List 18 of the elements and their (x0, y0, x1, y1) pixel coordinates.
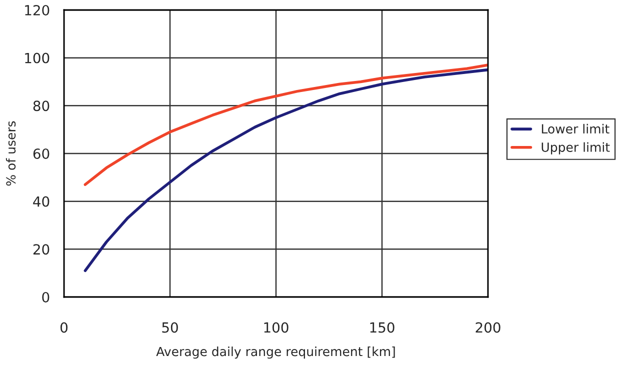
x-tick-label: 200 (476, 322, 500, 333)
legend-label: Upper limit (542, 142, 610, 154)
line-series (84, 64, 488, 186)
legend-label: Lower limit (542, 124, 610, 134)
y-tick-label: 80 (33, 100, 50, 112)
y-axis-title: % of users (6, 121, 16, 186)
y-tick-label: 120 (25, 4, 50, 16)
x-tick-label: 0 (60, 322, 68, 333)
y-tick-label: 0 (42, 292, 50, 302)
y-tick-label: 60 (33, 148, 50, 159)
x-axis-title: Average daily range requirement [km] (156, 346, 395, 359)
y-tick-label: 100 (25, 52, 50, 64)
line-series (84, 68, 488, 272)
x-tick-label: 50 (162, 322, 178, 333)
y-tick-label: 20 (33, 244, 50, 255)
x-tick-label: 100 (264, 322, 288, 333)
x-tick-label: 150 (370, 322, 394, 333)
y-tick-label: 40 (33, 196, 50, 207)
